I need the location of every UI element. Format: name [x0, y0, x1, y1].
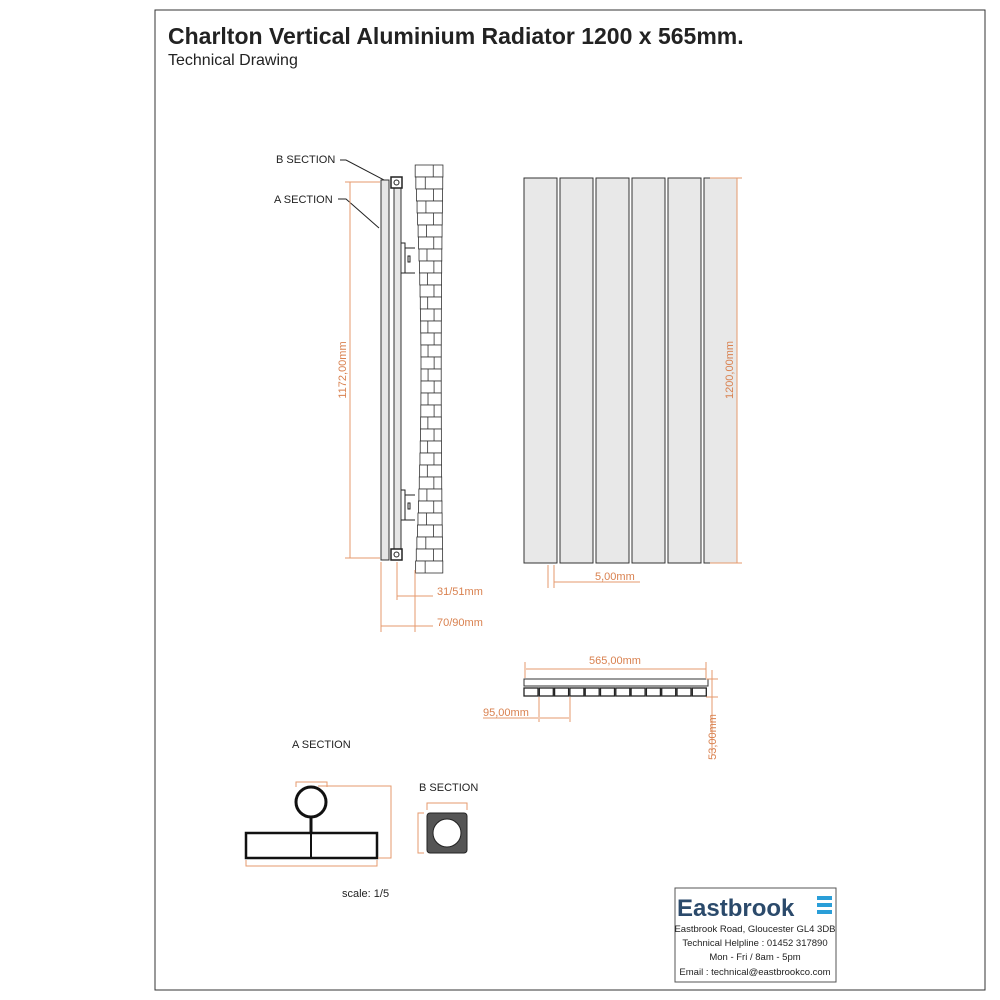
depth-dim-2-label: 70/90mm — [437, 617, 483, 629]
wall-bracket-top — [401, 242, 415, 274]
brick-row — [418, 236, 443, 250]
page-title: Charlton Vertical Aluminium Radiator 120… — [168, 23, 744, 49]
company-address: Eastbrook Road, Gloucester GL4 3DB — [674, 924, 835, 935]
a-section-leader — [338, 198, 380, 229]
brick-row — [419, 440, 442, 454]
brick-row — [419, 272, 442, 286]
depth-dim-1-label: 31/51mm — [437, 586, 483, 598]
a-section-callout: A SECTION — [274, 194, 333, 206]
fin-section — [553, 687, 570, 697]
brick-row — [418, 260, 443, 274]
page-subtitle: Technical Drawing — [168, 52, 298, 69]
brick-row — [420, 308, 442, 322]
a-section-detail: A SECTION — [244, 739, 392, 867]
brick-row — [420, 380, 442, 394]
radiator-panel-side — [380, 179, 390, 561]
brick-row — [418, 500, 443, 514]
brick-row — [419, 452, 442, 466]
company-logo: Eastbrook — [677, 895, 795, 922]
pitch-dim-label: 95,00mm — [483, 707, 529, 719]
front-panels — [523, 177, 738, 564]
side-view: B SECTION A SECTION 1172,00mm 31/51mm 70… — [274, 154, 483, 632]
fin-section — [645, 687, 662, 697]
brick-row — [418, 488, 443, 502]
waves-logo-icon — [817, 896, 832, 914]
fin-section — [538, 687, 554, 697]
fin-section — [569, 687, 585, 697]
top-view: 565,00mm 95,00mm 53,00mm — [483, 655, 719, 760]
brick-row — [419, 464, 443, 478]
b-section-title: B SECTION — [419, 782, 478, 794]
brick-row — [417, 212, 443, 226]
brick-row — [416, 536, 443, 550]
bottom-header-tube — [390, 548, 403, 561]
b-section-detail: B SECTION — [417, 782, 478, 854]
brick-row — [419, 296, 442, 310]
front-view: 1200,00mm 5,00mm — [523, 177, 742, 588]
brick-row — [420, 356, 442, 370]
fin-section — [676, 687, 692, 697]
brick-row — [420, 416, 442, 430]
fin-section — [661, 687, 677, 697]
brick-row — [417, 224, 443, 238]
brick-row — [415, 548, 444, 562]
brick-row — [420, 428, 442, 442]
brick-row — [420, 320, 442, 334]
top-fins — [523, 687, 707, 697]
fin-section — [615, 687, 631, 697]
top-header-tube — [390, 176, 403, 189]
fin-section — [599, 687, 616, 697]
fin-section — [523, 687, 539, 697]
brick-row — [419, 284, 442, 298]
brick-row — [420, 344, 442, 358]
brick-row — [415, 176, 444, 190]
brick-row — [420, 392, 442, 406]
fin-section — [691, 687, 707, 697]
brick-row — [417, 512, 443, 526]
company-helpline: Technical Helpline : 01452 317890 — [682, 938, 827, 949]
brick-row — [414, 164, 444, 178]
brick-row — [416, 188, 443, 202]
top-header-plan — [523, 678, 709, 687]
company-info-box: Eastbrook Eastbrook Road, Gloucester GL4… — [674, 887, 837, 983]
company-hours: Mon - Fri / 8am - 5pm — [709, 952, 800, 963]
fin-section — [584, 687, 600, 697]
brick-row — [420, 404, 442, 418]
fin-section — [630, 687, 646, 697]
radiator-panel — [631, 177, 666, 564]
brick-row — [415, 560, 444, 574]
b-section-leader — [340, 159, 385, 181]
gap-dim-label: 5,00mm — [595, 571, 635, 583]
brick-row — [418, 476, 443, 490]
brick-row — [420, 332, 442, 346]
depth-dim-label: 53,00mm — [707, 714, 719, 760]
height-dim-label: 1172,00mm — [337, 341, 349, 398]
rear-tube-side — [393, 185, 402, 553]
b-section-callout: B SECTION — [276, 154, 335, 166]
width-dim-label: 565,00mm — [589, 655, 641, 667]
brick-row — [418, 248, 443, 262]
radiator-panel — [523, 177, 558, 564]
radiator-panel — [595, 177, 630, 564]
front-height-dim-label: 1200,00mm — [724, 341, 736, 399]
page-border — [154, 9, 986, 991]
brick-row — [417, 524, 443, 538]
wall-bracket-bottom — [401, 489, 415, 521]
radiator-panel — [559, 177, 594, 564]
brick-wall — [414, 164, 444, 574]
a-section-title: A SECTION — [292, 739, 351, 751]
scale-label: scale: 1/5 — [342, 888, 389, 900]
brick-row — [416, 200, 443, 214]
company-email: Email : technical@eastbrookco.com — [679, 967, 830, 978]
radiator-panel — [667, 177, 702, 564]
brick-row — [420, 368, 442, 382]
